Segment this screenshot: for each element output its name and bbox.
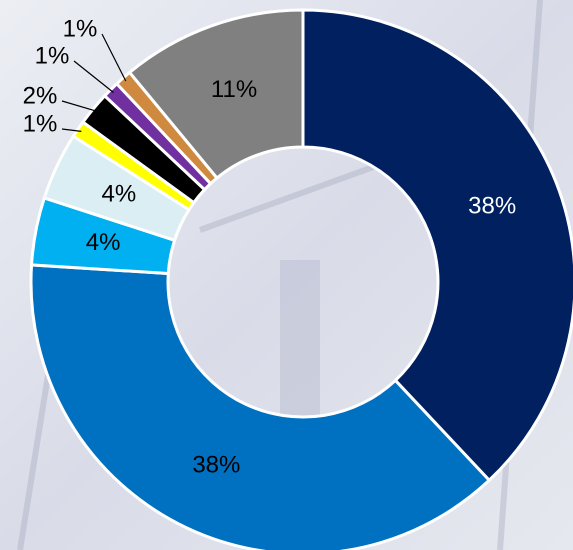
leader-line (61, 100, 97, 112)
leader-line (73, 60, 114, 93)
data-label: 1% (35, 42, 70, 69)
data-label: 38% (192, 451, 240, 478)
donut-slice (127, 8, 305, 181)
data-label: 4% (102, 181, 137, 208)
data-label: 4% (86, 229, 121, 256)
data-label: 11% (211, 76, 257, 103)
donut-slice (301, 8, 573, 483)
data-label: 1% (63, 15, 98, 42)
data-label: 2% (23, 82, 58, 109)
leader-line (101, 33, 127, 82)
leader-line (61, 128, 82, 132)
data-label: 38% (468, 192, 516, 219)
donut-slice (29, 263, 492, 550)
data-label: 1% (23, 110, 58, 137)
